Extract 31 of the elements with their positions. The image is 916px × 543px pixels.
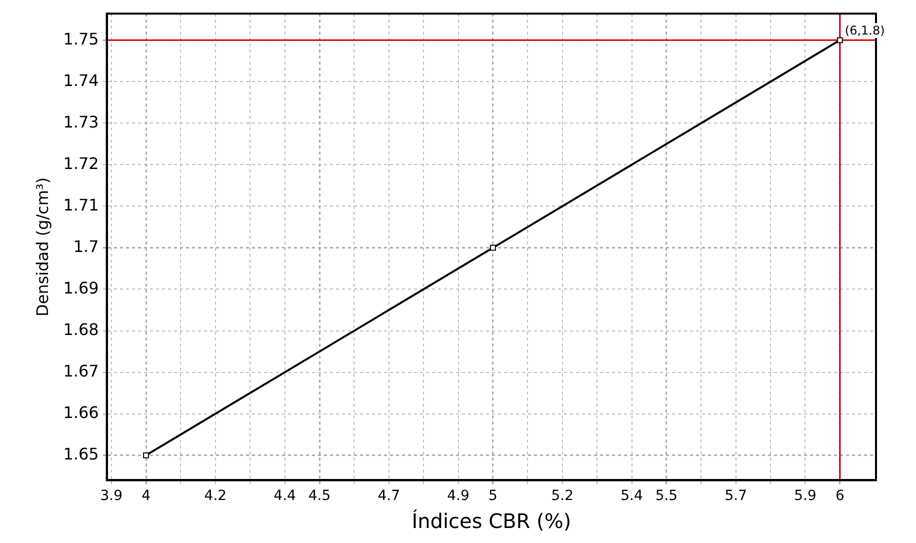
y-axis-title: Densidad (g/cm³) <box>32 177 52 316</box>
x-tick-label: 6 <box>835 488 844 504</box>
point <box>143 452 150 458</box>
x-tick-label: 5 <box>488 488 498 504</box>
annotation: (6,1.8) <box>844 23 885 38</box>
y-tick-label: 1.71 <box>63 195 99 214</box>
y-tick-label: 1.69 <box>63 278 99 298</box>
x-tick-label: 3.9 <box>100 488 122 504</box>
y-tick-label: 1.72 <box>63 154 99 173</box>
y-tick-label: 1.75 <box>63 29 99 48</box>
x-tick-label: 5.7 <box>724 488 747 504</box>
point <box>490 244 496 251</box>
x-tick-label: 5.5 <box>655 488 678 504</box>
x-tick-label: 4.2 <box>204 488 227 504</box>
x-tick-label: 5.4 <box>620 488 643 504</box>
y-tick-label: 1.74 <box>63 70 99 90</box>
x-tick-label: 4.5 <box>308 488 331 504</box>
x-axis-title: Índices CBR (%) <box>412 509 572 534</box>
x-tick-label: 4.4 <box>274 488 296 504</box>
x-tick-label: 5.2 <box>551 488 574 504</box>
y-tick-label: 1.7 <box>73 236 99 256</box>
y-tick-label: 1.65 <box>63 444 99 464</box>
x-tick-label: 4 <box>142 488 151 504</box>
point <box>836 37 843 44</box>
x-tick-label: 5.9 <box>794 488 816 504</box>
y-tick-label: 1.67 <box>63 361 99 380</box>
y-tick-label: 1.68 <box>63 320 99 339</box>
x-tick-label: 4.9 <box>447 488 470 504</box>
y-tick-label: 1.73 <box>63 112 99 132</box>
y-tick-label: 1.66 <box>63 402 99 422</box>
x-tick-label: 4.7 <box>378 488 400 504</box>
